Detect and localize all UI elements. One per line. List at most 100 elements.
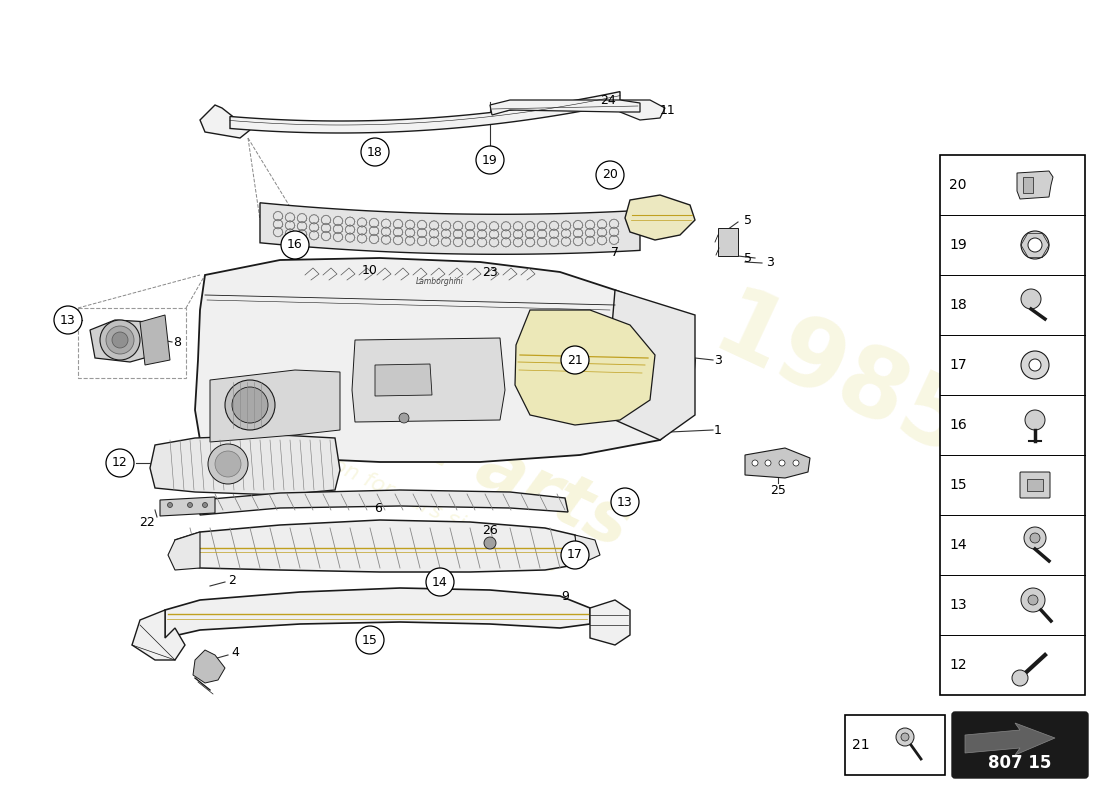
Polygon shape (165, 588, 590, 638)
Text: 17: 17 (568, 549, 583, 562)
Circle shape (426, 568, 454, 596)
Polygon shape (200, 490, 568, 515)
Circle shape (896, 728, 914, 746)
Polygon shape (575, 535, 600, 565)
Circle shape (202, 502, 208, 507)
Text: 12: 12 (949, 658, 967, 672)
Circle shape (232, 387, 268, 423)
FancyBboxPatch shape (1027, 479, 1043, 491)
Text: 22: 22 (139, 517, 155, 530)
Text: ellinoParts: ellinoParts (219, 317, 641, 563)
Circle shape (361, 138, 389, 166)
Circle shape (208, 444, 248, 484)
FancyBboxPatch shape (1023, 177, 1033, 193)
Polygon shape (150, 435, 340, 495)
Text: 807 15: 807 15 (988, 754, 1052, 772)
Polygon shape (195, 258, 695, 462)
Polygon shape (210, 370, 340, 442)
Text: 12: 12 (112, 457, 128, 470)
Circle shape (1028, 238, 1042, 252)
Circle shape (214, 451, 241, 477)
Circle shape (187, 502, 192, 507)
Text: 16: 16 (287, 238, 303, 251)
Text: 19: 19 (482, 154, 498, 166)
Circle shape (399, 413, 409, 423)
Circle shape (561, 346, 588, 374)
Text: 17: 17 (949, 358, 967, 372)
Polygon shape (1018, 171, 1053, 199)
Circle shape (561, 541, 588, 569)
Text: 7: 7 (610, 246, 619, 259)
Circle shape (106, 449, 134, 477)
Text: 1985: 1985 (697, 281, 982, 479)
Polygon shape (745, 448, 810, 478)
Text: 11: 11 (660, 103, 675, 117)
Circle shape (1028, 595, 1038, 605)
Text: 13: 13 (617, 495, 632, 509)
Circle shape (901, 733, 909, 741)
Polygon shape (590, 600, 630, 645)
Polygon shape (375, 364, 432, 396)
Polygon shape (230, 92, 620, 133)
Circle shape (610, 488, 639, 516)
Circle shape (356, 626, 384, 654)
Circle shape (1021, 351, 1049, 379)
Text: 8: 8 (173, 335, 182, 349)
Text: 6: 6 (374, 502, 382, 514)
Polygon shape (620, 100, 666, 120)
Circle shape (100, 320, 140, 360)
Text: 25: 25 (770, 483, 785, 497)
Text: 21: 21 (852, 738, 870, 752)
Polygon shape (965, 723, 1055, 755)
Circle shape (1030, 533, 1040, 543)
Polygon shape (625, 195, 695, 240)
Text: 9: 9 (561, 590, 569, 602)
Polygon shape (260, 202, 640, 254)
Circle shape (1024, 527, 1046, 549)
Circle shape (476, 146, 504, 174)
Text: 20: 20 (602, 169, 618, 182)
Circle shape (54, 306, 82, 334)
Text: 1: 1 (714, 423, 722, 437)
Polygon shape (168, 532, 200, 570)
Polygon shape (132, 610, 185, 660)
Text: Lamborghini: Lamborghini (416, 278, 464, 286)
Text: a passion for cars since 1985: a passion for cars since 1985 (258, 422, 562, 578)
Text: 26: 26 (482, 525, 498, 538)
Polygon shape (610, 290, 695, 440)
Text: 18: 18 (367, 146, 383, 158)
Circle shape (106, 326, 134, 354)
Circle shape (596, 161, 624, 189)
Text: 14: 14 (432, 575, 448, 589)
Circle shape (1012, 670, 1028, 686)
Polygon shape (352, 338, 505, 422)
Polygon shape (175, 520, 580, 572)
FancyBboxPatch shape (940, 155, 1085, 695)
Polygon shape (200, 105, 250, 138)
Circle shape (280, 231, 309, 259)
Text: 15: 15 (362, 634, 378, 646)
Text: 19: 19 (949, 238, 967, 252)
Polygon shape (515, 310, 654, 425)
Circle shape (1028, 359, 1041, 371)
Text: 21: 21 (568, 354, 583, 366)
Text: 23: 23 (482, 266, 498, 278)
Text: 15: 15 (949, 478, 967, 492)
Circle shape (226, 380, 275, 430)
Circle shape (112, 332, 128, 348)
FancyBboxPatch shape (718, 228, 738, 256)
Text: 18: 18 (949, 298, 967, 312)
FancyBboxPatch shape (1020, 472, 1050, 498)
Polygon shape (160, 497, 215, 516)
Text: 3: 3 (766, 257, 774, 270)
Circle shape (764, 460, 771, 466)
Polygon shape (192, 650, 226, 683)
Circle shape (752, 460, 758, 466)
Circle shape (779, 460, 785, 466)
Circle shape (1025, 410, 1045, 430)
Text: 3: 3 (714, 354, 722, 366)
Text: 5: 5 (744, 251, 752, 265)
FancyBboxPatch shape (952, 712, 1088, 778)
Polygon shape (140, 315, 170, 365)
Text: 16: 16 (949, 418, 967, 432)
